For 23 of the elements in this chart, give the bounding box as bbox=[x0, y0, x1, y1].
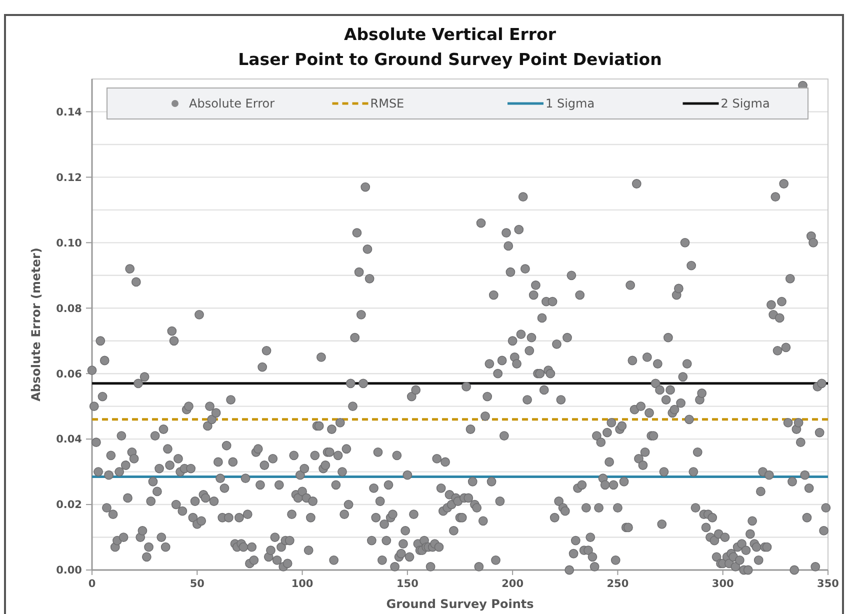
x-tick-label: 200 bbox=[502, 578, 524, 590]
y-tick-label: 0.10 bbox=[56, 237, 82, 250]
y-axis-title: Absolute Error (meter) bbox=[29, 248, 43, 402]
legend-label: Absolute Error bbox=[189, 96, 275, 111]
legend-label: 2 Sigma bbox=[720, 96, 770, 111]
y-tick-label: 0.14 bbox=[56, 106, 82, 118]
x-tick-label: 0 bbox=[88, 578, 96, 590]
legend-label: RMSE bbox=[370, 96, 404, 111]
x-tick-label: 150 bbox=[396, 578, 418, 590]
legend-label: 1 Sigma bbox=[546, 96, 595, 111]
chart-title: Absolute Vertical Error Laser Point to Ground Survey Point Deviation bbox=[238, 25, 662, 69]
x-tick-label: 300 bbox=[712, 578, 734, 590]
y-tick-label: 0.08 bbox=[56, 302, 82, 315]
y-tick-label: 0.06 bbox=[56, 368, 82, 380]
x-tick-label: 350 bbox=[817, 578, 839, 590]
y-tick-label: 0.04 bbox=[56, 434, 82, 446]
x-axis-title: Ground Survey Points bbox=[386, 597, 534, 611]
x-tick-label: 250 bbox=[606, 578, 629, 590]
y-tick-label: 0.00 bbox=[56, 564, 82, 577]
x-tick-label: 50 bbox=[190, 578, 204, 590]
y-tick-label: 0.02 bbox=[56, 499, 82, 512]
x-tick-label: 100 bbox=[291, 578, 314, 590]
y-tick-label: 0.12 bbox=[56, 172, 82, 184]
